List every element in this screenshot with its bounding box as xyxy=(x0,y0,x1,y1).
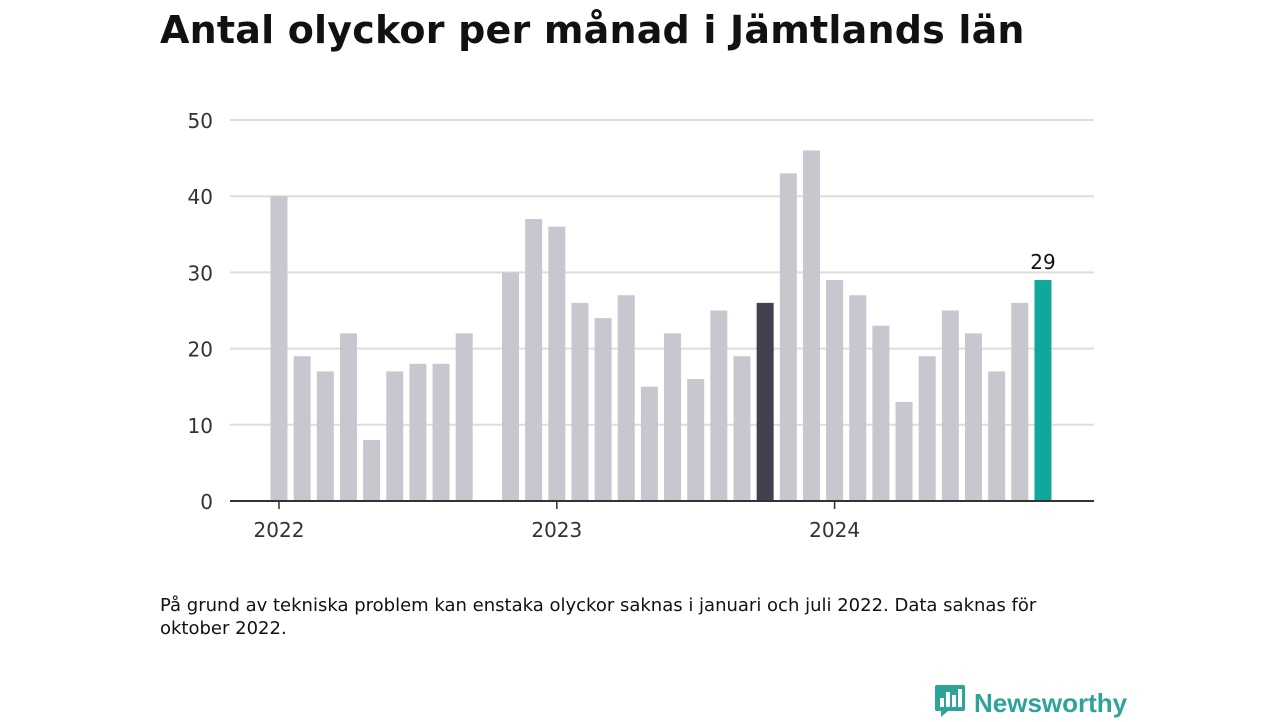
bar-2024-06 xyxy=(941,310,959,501)
bar-2022-03 xyxy=(316,371,334,501)
bar-2024-09 xyxy=(1011,302,1029,501)
bar-2022-11 xyxy=(502,272,519,501)
bar-2023-06 xyxy=(664,333,682,501)
bar-2023-07 xyxy=(687,379,705,501)
bar-2022-01 xyxy=(270,196,288,501)
bar-2024-03 xyxy=(872,325,890,501)
bar-2023-09 xyxy=(733,356,751,501)
bar-2023-02 xyxy=(571,302,589,501)
bar-2023-08 xyxy=(710,310,728,501)
y-tick-label: 0 xyxy=(200,490,213,514)
footnote: På grund av tekniska problem kan enstaka… xyxy=(160,595,1037,639)
newsworthy-chart-bubble-icon xyxy=(934,684,966,722)
brand-logo[interactable]: Newsworthy xyxy=(934,684,1127,722)
y-tick-label: 20 xyxy=(188,338,213,362)
bar-2022-07 xyxy=(409,363,427,501)
data-label-2024-10: 29 xyxy=(1030,250,1055,274)
y-tick-label: 30 xyxy=(188,261,213,285)
x-tick-label: 2024 xyxy=(809,518,860,542)
gridlines xyxy=(230,119,1094,426)
chart-title: Antal olyckor per månad i Jämtlands län xyxy=(160,8,1025,52)
bar-2024-02 xyxy=(849,295,867,501)
bar-2024-04 xyxy=(895,401,913,501)
x-tick-label: 2022 xyxy=(254,518,305,542)
y-tick-label: 10 xyxy=(188,414,213,438)
brand-name: Newsworthy xyxy=(974,687,1128,718)
bar-2023-03 xyxy=(594,318,612,501)
bar-2022-08 xyxy=(432,363,450,501)
data-labels: 29 xyxy=(1030,250,1055,274)
bar-2024-07 xyxy=(965,333,982,501)
bar-2024-05 xyxy=(918,356,936,501)
bars xyxy=(270,150,1052,502)
bar-2023-10 xyxy=(756,302,774,501)
y-tick-label: 40 xyxy=(188,185,213,209)
bar-2022-02 xyxy=(293,356,311,501)
bar-2023-05 xyxy=(640,386,658,501)
bar-chart: 0 10 20 30 40 50 29 2022 2023 2024 xyxy=(188,109,1094,542)
bar-2022-04 xyxy=(339,333,357,501)
bar-2023-12 xyxy=(802,150,820,502)
bar-2022-12 xyxy=(525,219,543,501)
bar-2023-01 xyxy=(548,226,566,501)
bar-2023-11 xyxy=(779,173,797,501)
bar-2024-08 xyxy=(988,371,1006,501)
bar-2022-06 xyxy=(386,371,404,501)
bar-2024-10 xyxy=(1034,280,1052,501)
bar-2022-05 xyxy=(363,440,381,501)
bar-2024-01 xyxy=(826,280,844,501)
bar-2023-04 xyxy=(617,295,635,501)
x-tick-label: 2023 xyxy=(531,518,582,542)
bar-2022-09 xyxy=(455,333,473,501)
y-tick-label: 50 xyxy=(188,109,213,133)
x-axis-ticks: 2022 2023 2024 xyxy=(254,501,860,542)
y-axis-ticks: 0 10 20 30 40 50 xyxy=(188,109,213,514)
